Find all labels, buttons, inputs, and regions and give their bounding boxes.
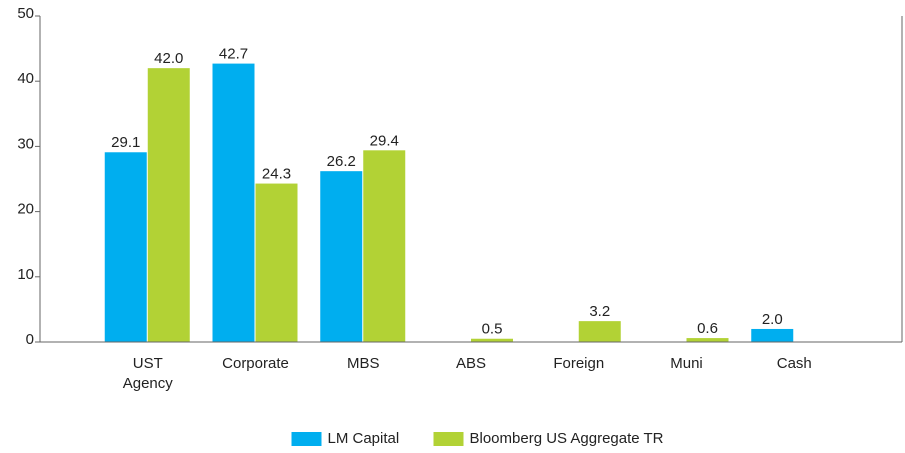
x-tick-label: Cash — [777, 355, 812, 372]
y-tick-label: 10 — [17, 266, 34, 283]
bar — [578, 321, 621, 342]
bar — [104, 152, 147, 342]
y-tick-label: 40 — [17, 70, 34, 87]
y-tick-label: 30 — [17, 135, 34, 152]
legend-swatch — [291, 432, 322, 446]
bar — [686, 338, 729, 342]
y-tick-label: 50 — [17, 5, 34, 22]
x-tick-label: MBS — [347, 355, 380, 372]
x-tick-label: UST Agency — [123, 355, 174, 392]
legend-label: LM Capital — [328, 430, 400, 447]
x-tick-label: ABS — [456, 355, 486, 372]
x-tick-label: Muni — [670, 355, 703, 372]
data-label: 26.2 — [327, 153, 356, 170]
bar — [255, 183, 298, 342]
bar — [751, 328, 794, 342]
y-tick-label: 20 — [17, 201, 34, 218]
bar — [363, 150, 406, 342]
data-label: 3.2 — [589, 303, 610, 320]
data-label: 42.7 — [219, 46, 248, 63]
data-label: 24.3 — [262, 166, 291, 183]
data-label: 2.0 — [762, 311, 783, 328]
data-label: 29.1 — [111, 134, 140, 151]
bar — [471, 338, 513, 342]
bar — [147, 68, 190, 342]
data-label: 0.6 — [697, 320, 718, 337]
y-tick-label: 0 — [26, 331, 34, 348]
legend-swatch — [433, 432, 464, 446]
x-tick-label: Corporate — [222, 355, 289, 372]
x-tick-label-line: UST — [133, 355, 163, 372]
data-label: 29.4 — [370, 132, 399, 149]
data-label: 42.0 — [154, 50, 183, 67]
x-tick-label: Foreign — [553, 355, 604, 372]
x-tick-label-line: Agency — [123, 375, 174, 392]
bar — [320, 171, 363, 342]
bar — [212, 63, 255, 342]
legend-label: Bloomberg US Aggregate TR — [470, 430, 664, 447]
data-label: 0.5 — [482, 321, 503, 338]
